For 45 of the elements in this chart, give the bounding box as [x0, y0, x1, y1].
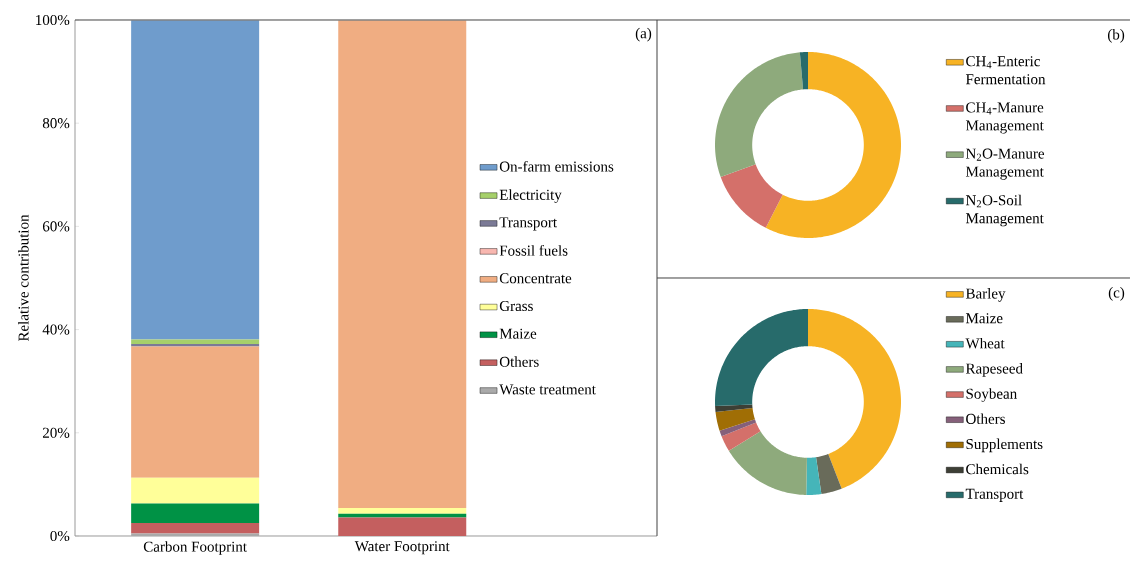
bar — [131, 477, 260, 504]
legend-label: Maize — [499, 328, 537, 339]
y-tick-label: 100% — [36, 14, 70, 26]
legend-label: Electricity — [499, 189, 562, 203]
y-tick-label: 40% — [42, 324, 70, 335]
legend-label: Others — [499, 356, 539, 367]
y-tick-label: 20% — [42, 427, 70, 438]
y-tick-label: 0% — [50, 530, 70, 542]
bar — [338, 517, 467, 536]
bar — [131, 339, 260, 345]
legend-label: Transport — [499, 217, 557, 231]
bar — [338, 508, 467, 514]
bar — [131, 523, 260, 534]
legend-label: Supplements — [966, 438, 1043, 453]
legend-label: Fossil fuels — [499, 244, 568, 256]
legend-label: Concentrate — [499, 273, 572, 284]
text: (c) — [1108, 287, 1125, 301]
legend-label: N$_{2}$O-Soil Management — [965, 194, 1044, 227]
legend-label: N$_{2}$O-Manure Management — [965, 148, 1045, 180]
y-tick-label: 80% — [42, 118, 70, 129]
bar — [131, 20, 260, 340]
legend-label: Soybean — [966, 388, 1017, 402]
legend-label: CH$_{4}$-Manure Management — [965, 102, 1044, 134]
x-tick-label: Water Footprint — [354, 541, 450, 555]
bar — [131, 533, 260, 536]
legend-label: CH$_{4}$-Enteric Fermentation — [965, 56, 1046, 85]
legend-label: On-farm emissions — [499, 160, 614, 172]
y-axis-title: Relative contribution — [18, 214, 29, 342]
y-tick-label: 60% — [42, 221, 70, 232]
legend-label: Barley — [965, 288, 1006, 302]
bar — [338, 20, 467, 509]
legend-label: Maize — [965, 313, 1003, 324]
text: (b) — [1107, 29, 1125, 43]
bar — [131, 344, 260, 347]
legend-label: Grass — [499, 300, 533, 312]
x-tick-label: Carbon Footprint — [143, 541, 247, 555]
legend-label: Waste treatment — [499, 384, 596, 395]
legend-label: Chemicals — [966, 463, 1029, 475]
bar — [131, 503, 260, 524]
legend-label: Rapeseed — [965, 363, 1023, 377]
legend-label: Others — [966, 413, 1005, 424]
legend-label: Wheat — [965, 337, 1005, 349]
bar — [131, 346, 260, 478]
legend-label: Transport — [965, 488, 1024, 502]
annotation: (a) — [635, 27, 652, 42]
